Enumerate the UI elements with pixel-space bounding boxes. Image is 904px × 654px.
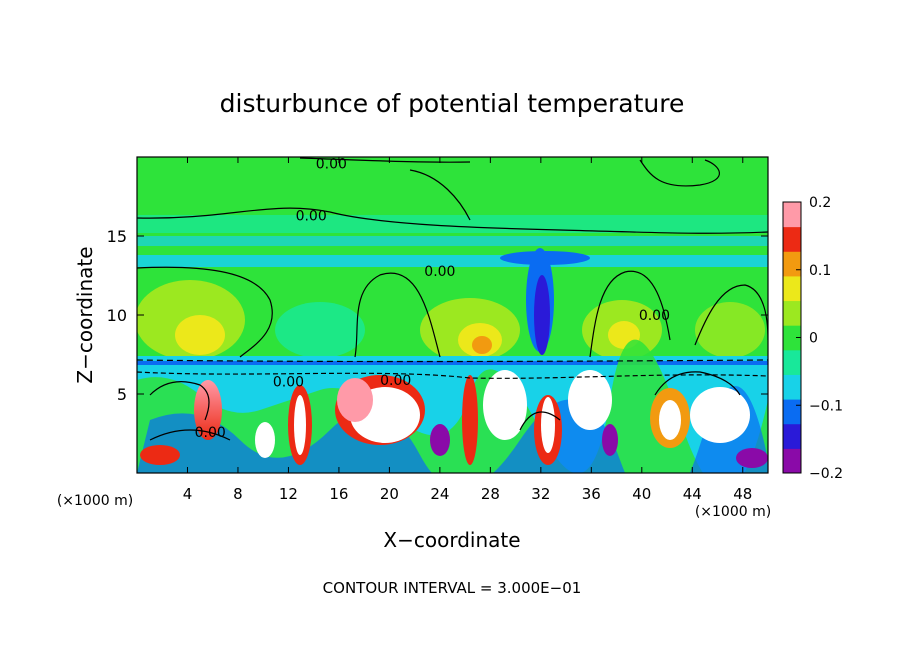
- colorbar-tick-label: −0.2: [809, 466, 843, 482]
- colorbar-swatch: [783, 275, 801, 302]
- y-tick-label: 10: [107, 306, 127, 325]
- x-tick-label: 32: [531, 485, 550, 503]
- x-axis-label: X−coordinate: [383, 528, 520, 552]
- contour-interval-note: CONTOUR INTERVAL = 3.000E−01: [323, 579, 582, 597]
- x-unit-left: (×1000 m): [57, 493, 133, 509]
- colorbar-swatch: [783, 399, 801, 425]
- colorbar-swatch: [783, 349, 801, 375]
- colorbar-swatch: [783, 251, 801, 277]
- colorbar-swatch: [783, 448, 801, 474]
- y-axis-label: Z−coordinate: [73, 246, 97, 383]
- contour-label: 0.00: [316, 156, 347, 172]
- x-tick-label: 4: [183, 485, 193, 503]
- colorbar-swatch: [783, 423, 801, 449]
- contour-lines: [137, 157, 768, 441]
- x-tick-label: 44: [683, 485, 702, 503]
- contour-label: 0.00: [296, 208, 327, 224]
- y-tick-label: 5: [117, 385, 127, 404]
- contour-label: 0.00: [639, 308, 670, 324]
- x-tick-label: 40: [632, 485, 651, 503]
- colorbar-tick-label: 0: [809, 331, 818, 347]
- x-unit-right: (×1000 m): [695, 504, 771, 520]
- contour-label-layer: 0.00 0.00 0.00 0.00 0.00 0.00 0.00: [195, 156, 670, 441]
- x-tick-label: 28: [481, 485, 500, 503]
- x-tick-label: 36: [582, 485, 601, 503]
- colorbar-tick-label: −0.1: [809, 398, 843, 414]
- chart-title: disturbunce of potential temperature: [220, 89, 685, 118]
- contour-label: 0.00: [424, 264, 455, 280]
- colorbar-tick-label: 0.2: [809, 195, 831, 211]
- contour-label: 0.00: [273, 374, 304, 390]
- x-tick-label: 12: [279, 485, 298, 503]
- heatmap-field: [137, 157, 768, 473]
- y-tick-label: 15: [107, 227, 127, 246]
- colorbar-swatch: [783, 300, 801, 326]
- x-axis: 4 8 12 16 20 24 28 32 36 40 44 48: [183, 157, 752, 503]
- x-tick-label: 16: [329, 485, 348, 503]
- colorbar-swatch: [783, 374, 801, 400]
- x-tick-label: 48: [733, 485, 752, 503]
- colorbar-swatch: [783, 202, 801, 228]
- x-tick-label: 20: [380, 485, 399, 503]
- x-tick-label: 8: [233, 485, 243, 503]
- colorbar: [782, 201, 802, 474]
- colorbar-swatch: [783, 325, 801, 351]
- x-tick-label: 24: [430, 485, 449, 503]
- colorbar-ticks: 0.2 0.1 0 −0.1 −0.2: [796, 195, 843, 482]
- colorbar-tick-label: 0.1: [809, 263, 831, 279]
- contour-label: 0.00: [195, 425, 226, 441]
- colorbar-swatch: [783, 226, 801, 252]
- contour-label: 0.00: [380, 373, 411, 389]
- y-axis: 5 10 15: [107, 227, 768, 404]
